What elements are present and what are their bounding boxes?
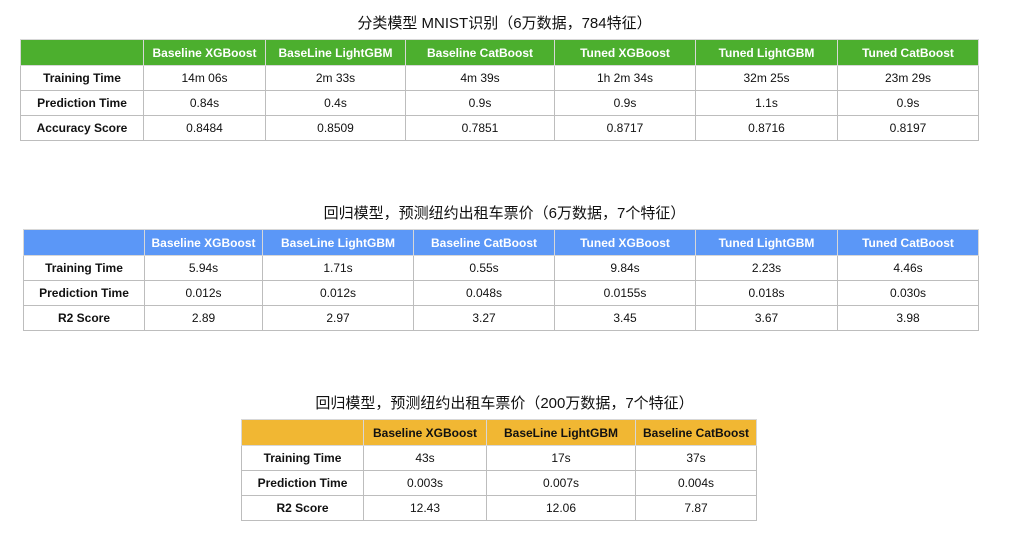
table-cell: 37s	[635, 445, 757, 471]
table-cell: 5.94s	[144, 255, 263, 281]
table-cell: 2.97	[262, 305, 414, 331]
header-cell	[23, 229, 145, 256]
table-cell: 12.43	[363, 495, 487, 521]
table-cell: 0.9s	[837, 90, 979, 116]
table-cell: 0.7851	[405, 115, 555, 141]
table-cell: 0.018s	[695, 280, 838, 306]
table-cell: 43s	[363, 445, 487, 471]
table-cell: 7.87	[635, 495, 757, 521]
header-cell: Baseline CatBoost	[405, 39, 555, 66]
header-cell: Baseline CatBoost	[635, 419, 757, 446]
header-cell: Tuned XGBoost	[554, 39, 696, 66]
table-cell: 2.23s	[695, 255, 838, 281]
taxi-fare-60k-table: Baseline XGBoost BaseLine LightGBM Basel…	[23, 229, 979, 331]
table-row: Training Time 14m 06s 2m 33s 4m 39s 1h 2…	[20, 65, 979, 91]
header-cell: Tuned XGBoost	[554, 229, 696, 256]
table-cell: 0.8197	[837, 115, 979, 141]
table-cell: 0.9s	[405, 90, 555, 116]
row-label: R2 Score	[23, 305, 145, 331]
taxi-2m-table-title: 回归模型，预测纽约出租车票价（200万数据，7个特征）	[315, 395, 694, 412]
table-cell: 0.55s	[413, 255, 555, 281]
table-row: Training Time 5.94s 1.71s 0.55s 9.84s 2.…	[23, 255, 979, 281]
taxi-fare-2m-table: Baseline XGBoost BaseLine LightGBM Basel…	[241, 419, 757, 521]
table-row: R2 Score 12.43 12.06 7.87	[241, 495, 757, 521]
header-cell: Baseline XGBoost	[144, 229, 263, 256]
table-cell: 0.8484	[143, 115, 266, 141]
header-cell: Tuned LightGBM	[695, 39, 838, 66]
header-cell: BaseLine LightGBM	[262, 229, 414, 256]
row-label: R2 Score	[241, 495, 364, 521]
table-cell: 0.003s	[363, 470, 487, 496]
row-label: Prediction Time	[241, 470, 364, 496]
table-cell: 3.45	[554, 305, 696, 331]
table-cell: 0.8716	[695, 115, 838, 141]
table-cell: 0.012s	[144, 280, 263, 306]
table-header-row: Baseline XGBoost BaseLine LightGBM Basel…	[241, 419, 757, 446]
table-header-row: Baseline XGBoost BaseLine LightGBM Basel…	[20, 39, 979, 66]
table-cell: 1h 2m 34s	[554, 65, 696, 91]
header-cell: Tuned CatBoost	[837, 39, 979, 66]
row-label: Accuracy Score	[20, 115, 144, 141]
table-row: Accuracy Score 0.8484 0.8509 0.7851 0.87…	[20, 115, 979, 141]
table-cell: 0.007s	[486, 470, 636, 496]
taxi-60k-table-title: 回归模型，预测纽约出租车票价（6万数据，7个特征）	[323, 205, 686, 222]
header-cell: Tuned LightGBM	[695, 229, 838, 256]
table-row: R2 Score 2.89 2.97 3.27 3.45 3.67 3.98	[23, 305, 979, 331]
table-cell: 3.27	[413, 305, 555, 331]
header-cell	[20, 39, 144, 66]
table-row: Training Time 43s 17s 37s	[241, 445, 757, 471]
table-cell: 1.71s	[262, 255, 414, 281]
header-cell: Baseline XGBoost	[143, 39, 266, 66]
row-label: Training Time	[241, 445, 364, 471]
table-cell: 12.06	[486, 495, 636, 521]
table-row: Prediction Time 0.012s 0.012s 0.048s 0.0…	[23, 280, 979, 306]
table-cell: 1.1s	[695, 90, 838, 116]
table-cell: 32m 25s	[695, 65, 838, 91]
table-cell: 14m 06s	[143, 65, 266, 91]
row-label: Training Time	[23, 255, 145, 281]
table-row: Prediction Time 0.84s 0.4s 0.9s 0.9s 1.1…	[20, 90, 979, 116]
row-label: Prediction Time	[23, 280, 145, 306]
table-cell: 2m 33s	[265, 65, 406, 91]
table-cell: 4m 39s	[405, 65, 555, 91]
table-cell: 0.030s	[837, 280, 979, 306]
table-cell: 0.9s	[554, 90, 696, 116]
row-label: Training Time	[20, 65, 144, 91]
table-cell: 0.012s	[262, 280, 414, 306]
table-cell: 0.004s	[635, 470, 757, 496]
table-cell: 0.8509	[265, 115, 406, 141]
table-cell: 9.84s	[554, 255, 696, 281]
table-cell: 3.67	[695, 305, 838, 331]
mnist-table-title: 分类模型 MNIST识别（6万数据，784特征）	[357, 15, 652, 32]
header-cell: BaseLine LightGBM	[486, 419, 636, 446]
table-cell: 0.4s	[265, 90, 406, 116]
table-header-row: Baseline XGBoost BaseLine LightGBM Basel…	[23, 229, 979, 256]
table-cell: 0.8717	[554, 115, 696, 141]
mnist-classification-table: Baseline XGBoost BaseLine LightGBM Basel…	[20, 39, 979, 141]
table-cell: 17s	[486, 445, 636, 471]
row-label: Prediction Time	[20, 90, 144, 116]
header-cell: Tuned CatBoost	[837, 229, 979, 256]
header-cell: BaseLine LightGBM	[265, 39, 406, 66]
table-cell: 0.048s	[413, 280, 555, 306]
table-cell: 0.84s	[143, 90, 266, 116]
header-cell	[241, 419, 364, 446]
table-cell: 3.98	[837, 305, 979, 331]
table-cell: 0.0155s	[554, 280, 696, 306]
header-cell: Baseline XGBoost	[363, 419, 487, 446]
table-cell: 2.89	[144, 305, 263, 331]
table-cell: 4.46s	[837, 255, 979, 281]
header-cell: Baseline CatBoost	[413, 229, 555, 256]
table-cell: 23m 29s	[837, 65, 979, 91]
table-row: Prediction Time 0.003s 0.007s 0.004s	[241, 470, 757, 496]
